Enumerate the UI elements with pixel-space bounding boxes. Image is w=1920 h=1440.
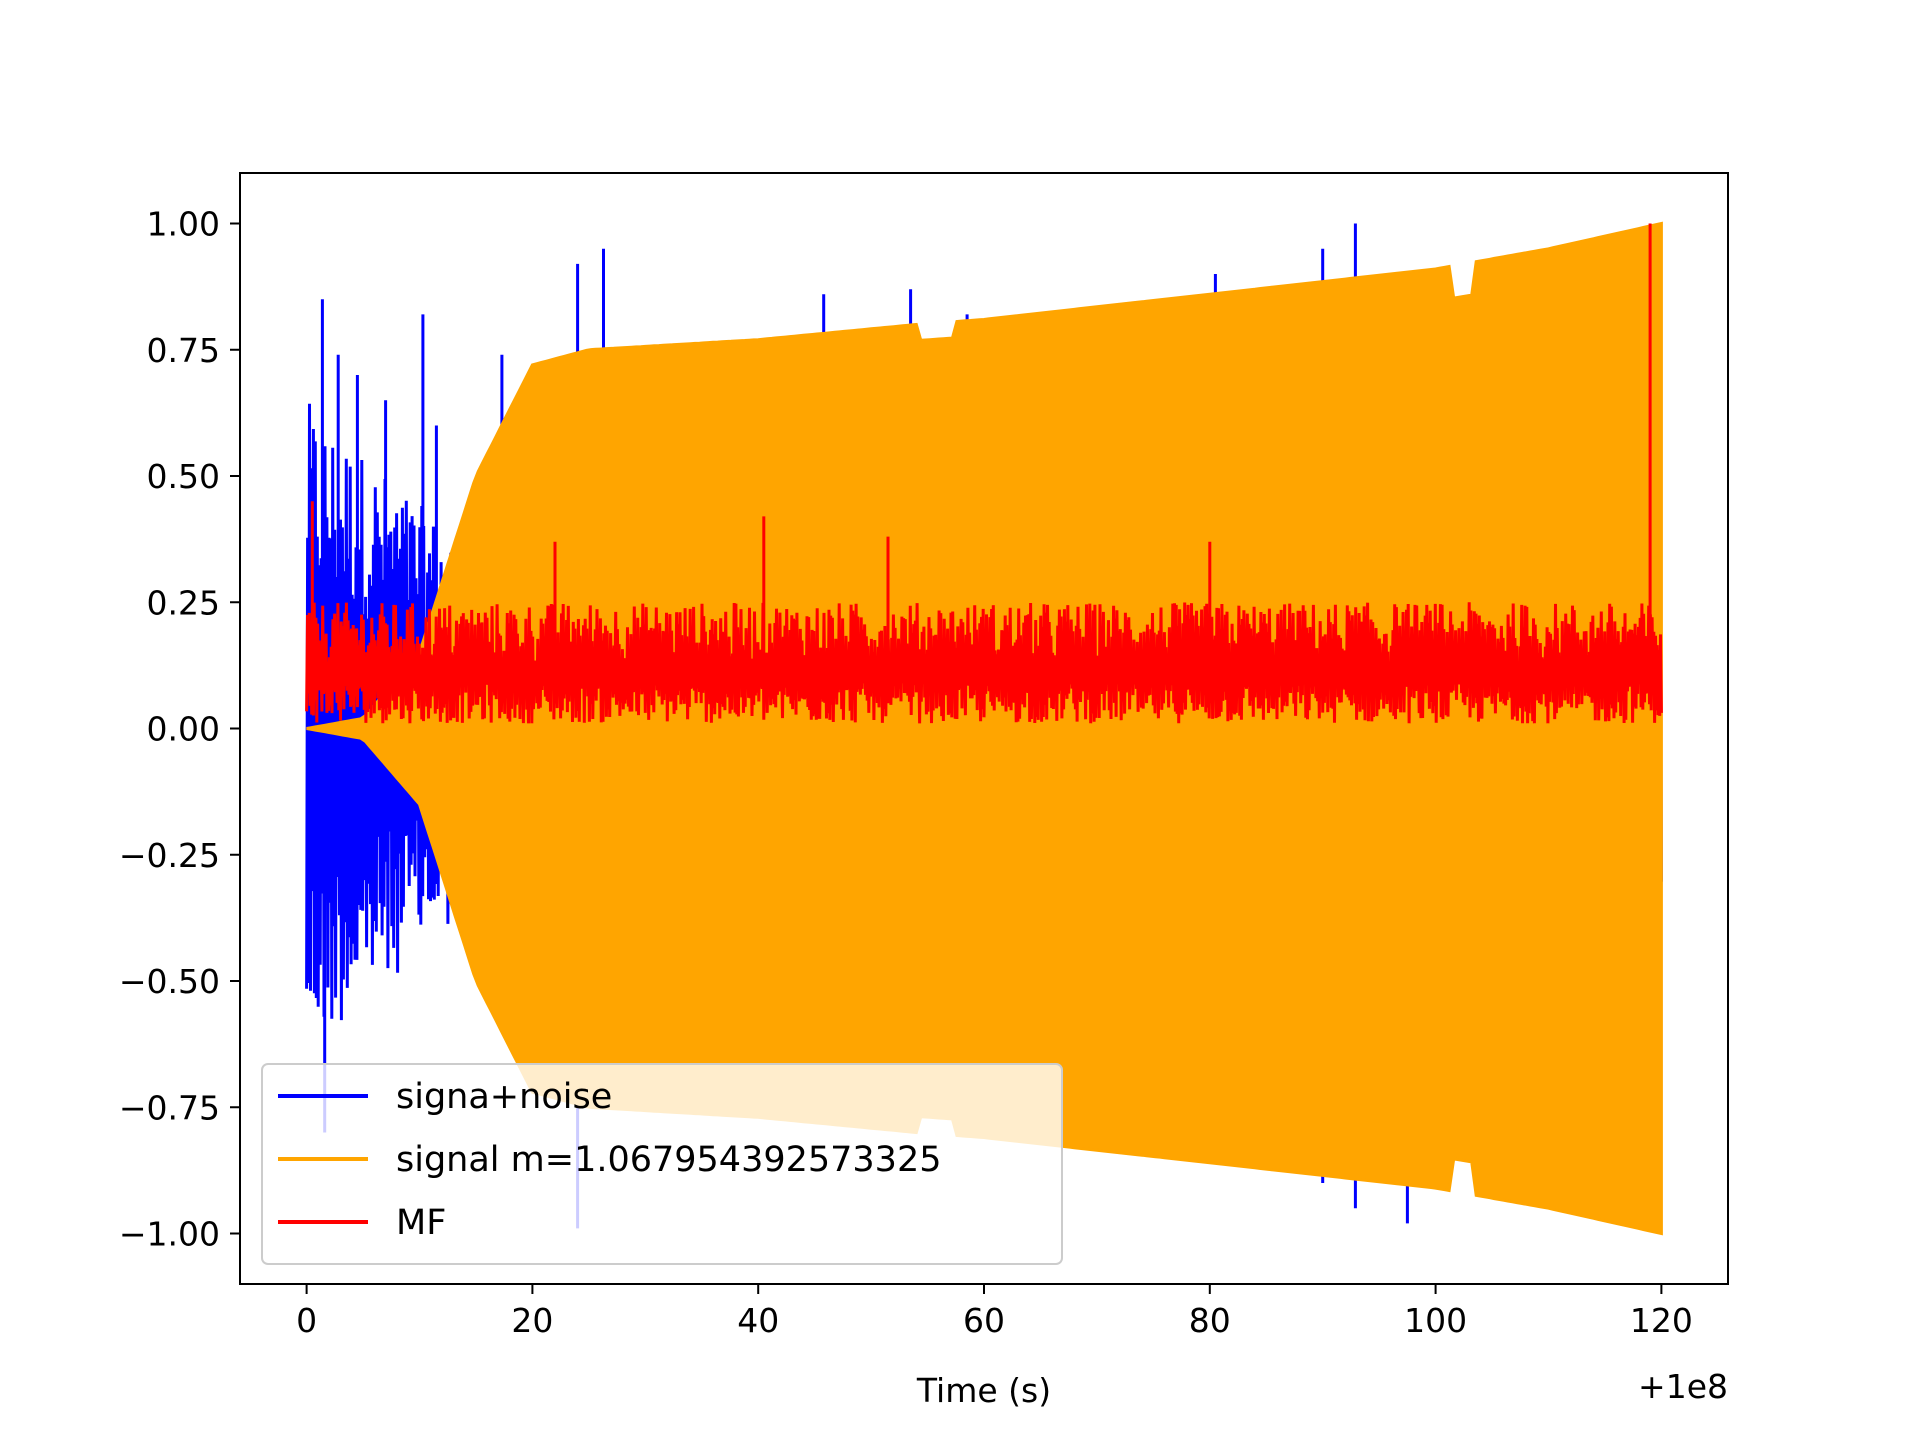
y-tick-label: 0.00: [147, 710, 220, 749]
legend: signa+noise signal m=1.067954392573325 M…: [261, 1063, 1063, 1265]
y-tick-label: 1.00: [147, 205, 220, 244]
x-axis: 0 20 40 60 80 100 120: [296, 1284, 1693, 1340]
legend-label-mf: MF: [396, 1203, 446, 1243]
x-tick-label: 80: [1189, 1301, 1231, 1340]
y-axis: 1.00 0.75 0.50 0.25 0.00 −0.25 −0.50 −0.75 −1.00: [119, 205, 240, 1254]
x-tick-label: 60: [963, 1301, 1005, 1340]
x-axis-label: Time (s): [916, 1371, 1051, 1410]
x-tick-label: 100: [1404, 1301, 1467, 1340]
series-mf: [305, 223, 1663, 724]
y-tick-label: −0.50: [119, 962, 220, 1001]
y-tick-label: −1.00: [119, 1215, 220, 1254]
legend-label-signal: signal m=1.067954392573325: [396, 1140, 942, 1180]
x-tick-label: 20: [511, 1301, 553, 1340]
legend-box: [261, 1063, 1063, 1265]
x-tick-label: 120: [1630, 1301, 1693, 1340]
x-tick-label: 0: [296, 1301, 317, 1340]
y-tick-label: −0.25: [119, 836, 220, 875]
y-tick-label: 0.50: [147, 457, 220, 496]
legend-label-signal-noise: signa+noise: [396, 1077, 612, 1117]
x-tick-label: 40: [737, 1301, 779, 1340]
y-tick-label: −0.75: [119, 1088, 220, 1127]
y-tick-label: 0.75: [147, 331, 220, 370]
y-tick-label: 0.25: [147, 583, 220, 622]
x-axis-offset-label: +1e8: [1638, 1367, 1728, 1406]
